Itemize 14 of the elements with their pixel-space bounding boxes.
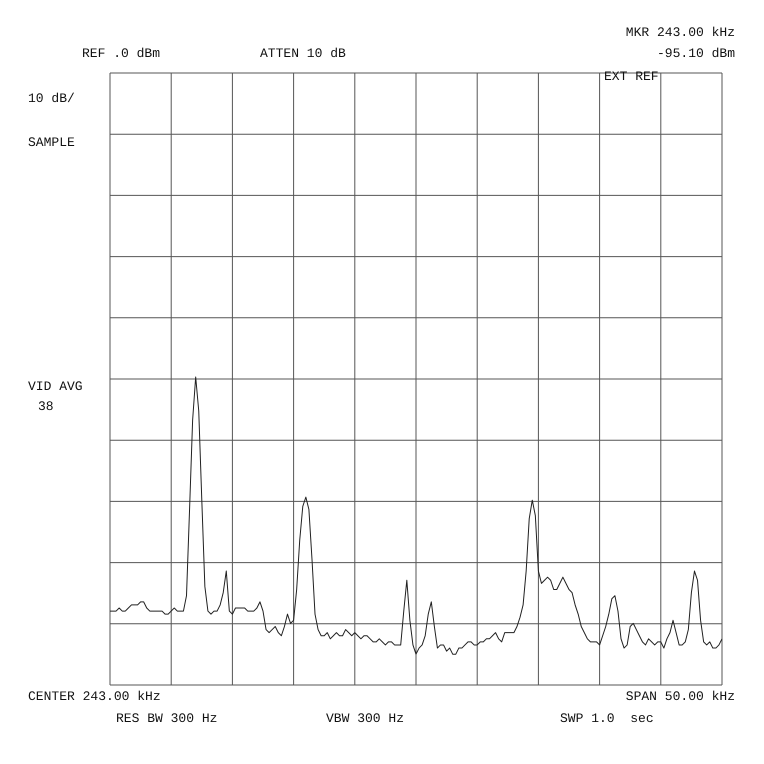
text: SPAN 50.00 kHz — [626, 689, 735, 704]
text: CENTER 243.00 kHz — [28, 689, 161, 704]
text: SWP 1.0 sec — [560, 711, 654, 726]
text: 38 — [38, 399, 54, 414]
text: SAMPLE — [28, 135, 76, 150]
text: RES BW 300 Hz — [116, 711, 218, 726]
text: VBW 300 Hz — [326, 711, 404, 726]
text: 10 dB/ — [28, 91, 76, 106]
text: MKR 243.00 kHz — [626, 25, 735, 40]
text: REF .0 dBm — [82, 46, 160, 61]
text: EXT REF — [604, 69, 659, 84]
text: ATTEN 10 dB — [260, 46, 346, 61]
text: VID AVG — [28, 379, 83, 394]
text: -95.10 dBm — [656, 46, 736, 61]
